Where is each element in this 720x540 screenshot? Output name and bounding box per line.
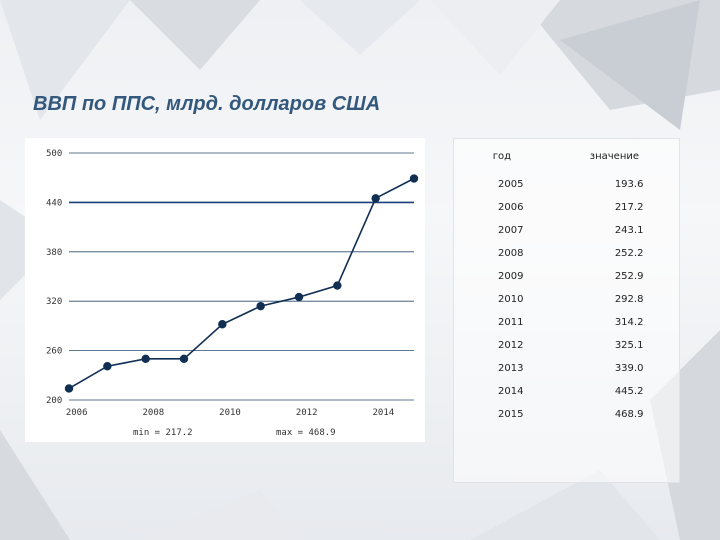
table-row: 2009 252.9 (454, 265, 679, 288)
cell-value: 468.9 (614, 409, 644, 420)
y-tick-label: 260 (46, 347, 62, 357)
x-tick-label: 2014 (372, 408, 394, 418)
table-header-row: год значение (454, 139, 679, 173)
cell-value: 243.1 (614, 225, 644, 236)
cell-value: 217.2 (614, 202, 644, 213)
data-point (294, 292, 304, 302)
data-point (141, 354, 150, 364)
table-row: 2014 445.2 (454, 380, 679, 403)
cell-value: 252.9 (614, 271, 644, 282)
y-tick-label: 440 (46, 198, 62, 208)
cell-year: 2006 (498, 202, 524, 213)
y-tick-label: 380 (46, 248, 62, 258)
x-tick-label: 2012 (296, 408, 318, 418)
cell-value: 445.2 (614, 386, 644, 397)
cell-value: 292.8 (614, 294, 644, 305)
x-tick-label: 2006 (66, 408, 88, 418)
cell-year: 2007 (498, 225, 524, 236)
data-table: год значение 2005 193.6 2006 217.2 2007 243.1… (454, 139, 679, 426)
cell-value: 325.1 (614, 340, 644, 351)
cell-value: 339.0 (614, 363, 644, 374)
table-row: 2006 217.2 (454, 196, 679, 219)
grid-layer (69, 152, 414, 401)
cell-value: 193.6 (614, 179, 644, 190)
cell-value: 252.2 (614, 248, 644, 259)
cell-year: 2014 (498, 386, 524, 397)
data-point (409, 174, 419, 183)
y-tick-label: 500 (46, 149, 62, 159)
data-point (371, 194, 380, 203)
cell-value: 314.2 (614, 317, 644, 328)
series-line-layer (68, 177, 415, 390)
data-point (256, 301, 265, 311)
header-value: значение (589, 150, 640, 162)
cell-year: 2013 (498, 363, 524, 374)
cell-year: 2009 (498, 271, 524, 282)
x-tick-label: 2010 (219, 408, 241, 418)
table-row: 2005 193.6 (454, 173, 679, 196)
y-tick-labels: 200 260 320 380 440 500 (46, 149, 62, 406)
header-year: год (492, 150, 512, 162)
series-points (64, 174, 419, 393)
data-point (64, 384, 74, 393)
cell-year: 2010 (498, 294, 524, 305)
series-line (68, 177, 415, 390)
table-row: 2013 339.0 (454, 357, 679, 380)
table-row: 2007 243.1 (454, 219, 679, 242)
slide-title: ВВП по ППС, млрд. долларов США (33, 93, 381, 115)
x-tick-labels: 2006 2008 2010 2012 2014 (66, 408, 394, 418)
data-point (333, 281, 342, 290)
table-row: 2015 468.9 (454, 403, 679, 426)
y-tick-label: 320 (46, 297, 62, 307)
cell-year: 2011 (498, 317, 524, 328)
cell-year: 2015 (498, 409, 524, 420)
table-row: 2012 325.1 (454, 334, 679, 357)
data-point (103, 362, 112, 371)
data-point (218, 320, 227, 329)
line-chart: 200 260 320 380 440 500 2006 2008 2010 2012 2014 … (25, 138, 425, 442)
cell-year: 2005 (498, 179, 524, 190)
y-tick-label: 200 (46, 396, 62, 406)
data-point (179, 354, 189, 364)
cell-year: 2012 (498, 340, 524, 351)
table-row: 2008 252.2 (454, 242, 679, 265)
max-annotation: max = 468.9 (276, 428, 336, 438)
data-table-panel: год значение 2005 193.6 2006 217.2 2007 243.1… (453, 138, 680, 483)
table-row: 2011 314.2 (454, 311, 679, 334)
cell-year: 2008 (498, 248, 524, 259)
x-tick-label: 2008 (142, 408, 164, 418)
table-row: 2010 292.8 (454, 288, 679, 311)
min-annotation: min = 217.2 (133, 428, 193, 438)
